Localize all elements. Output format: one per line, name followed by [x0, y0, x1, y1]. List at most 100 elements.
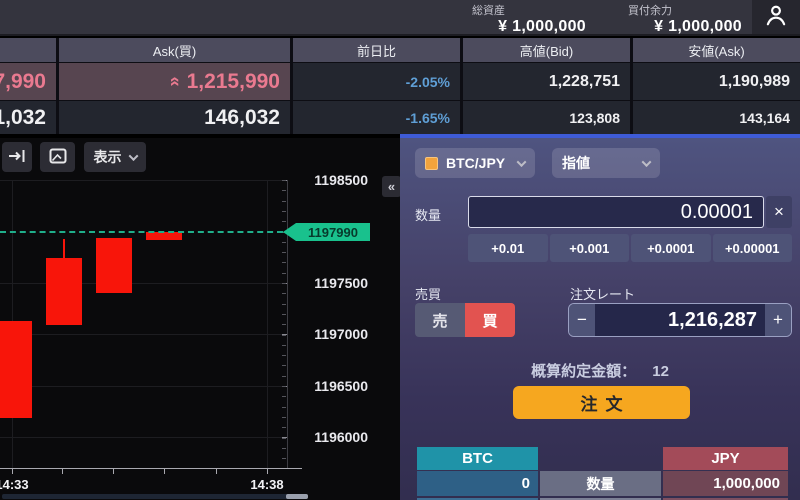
submit-order-button[interactable]: 注文: [513, 386, 690, 419]
account-stats: 総資産 ¥ 1,000,000 買付余力 ¥ 1,000,000: [458, 0, 742, 36]
pair-select[interactable]: BTC/JPY: [415, 148, 535, 178]
price-axis-minor-tick: [282, 180, 286, 181]
display-options-button[interactable]: 表示: [84, 142, 146, 172]
candle: [46, 258, 82, 325]
price-axis-minor-tick: [282, 272, 286, 274]
time-axis-tick: [12, 469, 13, 474]
clear-quantity-button[interactable]: ×: [766, 196, 792, 228]
quantity-label: 数量: [415, 208, 442, 223]
price-axis-minor-tick: [282, 416, 286, 418]
increment-button[interactable]: +0.00001: [712, 234, 792, 262]
btc-marker-icon: [425, 156, 438, 170]
buying-power: 買付余力 ¥ 1,000,000: [614, 0, 742, 36]
price-axis-minor-tick: [282, 365, 286, 367]
user-icon: [763, 2, 789, 33]
btc-balance-header: BTC: [417, 447, 538, 470]
increment-button[interactable]: +0.01: [468, 234, 548, 262]
next-row-strip: [540, 498, 661, 500]
price-axis-minor-tick: [282, 303, 286, 305]
v-gridline: [267, 180, 268, 468]
ticker-header-high: 高値(Bid): [463, 38, 630, 62]
price-axis-label: 1197000: [314, 326, 368, 343]
side-toggle: 売 買: [415, 303, 515, 337]
time-axis-tick: [267, 469, 268, 474]
image-icon: [49, 148, 67, 167]
total-assets: 総資産 ¥ 1,000,000: [458, 0, 586, 36]
price-axis-minor-tick: [282, 375, 286, 377]
ticker-row1-ask-value: 1,215,990: [186, 69, 280, 93]
side-label: 売買: [415, 287, 442, 302]
price-axis-minor-tick: [282, 334, 286, 336]
buy-button[interactable]: 買: [465, 303, 515, 337]
chart-scrollbar[interactable]: [2, 494, 308, 499]
price-axis-label: 1197500: [314, 274, 368, 291]
h-gridline: [0, 334, 283, 336]
chevron-down-icon: [641, 156, 652, 167]
increment-button[interactable]: +0.0001: [631, 234, 711, 262]
price-axis-minor-tick: [282, 386, 286, 387]
h-gridline: [0, 282, 283, 284]
price-axis-minor-tick: [282, 406, 286, 408]
time-axis-label: 14:38: [250, 477, 284, 492]
price-axis-minor-tick: [282, 210, 286, 212]
price-axis-minor-tick: [282, 293, 286, 295]
order-panel: BTC/JPY 指値 数量 × +0.01 +0.001 +0.0001 +0.…: [400, 134, 800, 500]
collapse-panel-button[interactable]: «: [382, 176, 401, 197]
quantity-increments: +0.01 +0.001 +0.0001 +0.00001: [468, 234, 792, 262]
total-assets-value: ¥ 1,000,000: [498, 18, 586, 35]
rate-plus-button[interactable]: +: [765, 304, 791, 336]
rate-value[interactable]: 1,216,287: [595, 304, 765, 336]
increment-button[interactable]: +0.001: [549, 234, 629, 262]
h-gridline: [0, 180, 283, 181]
candle-wick: [63, 239, 65, 259]
chevron-down-icon: [516, 156, 527, 167]
arrow-to-bar-icon: [8, 149, 26, 166]
ticker-header-ask: Ask(買): [59, 38, 290, 62]
ticker-row1-change[interactable]: -2.05%: [293, 63, 460, 100]
snapshot-button[interactable]: [40, 142, 75, 172]
price-axis-minor-tick: [282, 221, 286, 223]
price-axis-minor-tick: [282, 241, 286, 243]
next-row-strip: [663, 498, 788, 500]
order-type-select[interactable]: 指値: [552, 148, 660, 178]
rate-minus-button[interactable]: −: [569, 304, 595, 336]
ticker-row2-high[interactable]: 123,808: [463, 101, 630, 134]
estimate-value: 12: [652, 363, 669, 380]
price-axis-minor-tick: [282, 396, 286, 398]
price-axis-minor-tick: [282, 324, 286, 326]
current-price-line: [0, 231, 283, 234]
rate-stepper: − 1,216,287 +: [568, 303, 792, 337]
price-axis-minor-tick: [282, 458, 286, 460]
ticker-row1-high[interactable]: 1,228,751: [463, 63, 630, 100]
price-axis-label: 1198500: [314, 172, 368, 188]
dock-right-button[interactable]: [2, 142, 32, 172]
balance-qty-label: 数量: [540, 471, 661, 496]
user-menu-button[interactable]: [752, 0, 800, 34]
price-axis-minor-tick: [282, 283, 286, 284]
btc-balance-value: 0: [417, 471, 538, 496]
ticker-header-blank: [0, 38, 56, 62]
top-bar: 総資産 ¥ 1,000,000 買付余力 ¥ 1,000,000: [0, 0, 800, 36]
time-axis-tick: [164, 469, 165, 474]
next-row-strip: [417, 498, 538, 500]
sell-button[interactable]: 売: [415, 303, 465, 337]
jpy-balance-value: 1,000,000: [663, 471, 788, 496]
price-axis-label: 1196000: [314, 429, 368, 446]
price-axis-minor-tick: [282, 200, 286, 202]
price-axis-label: 1196500: [314, 377, 368, 394]
ticker-row2-bid-partial[interactable]: 1,032: [0, 101, 56, 134]
price-axis-minor-tick: [282, 447, 286, 449]
chart-scrollbar-handle[interactable]: [286, 494, 308, 499]
order-type-value: 指値: [562, 155, 590, 171]
ticker-row1-bid-partial[interactable]: 7,990: [0, 63, 56, 100]
quantity-input[interactable]: [468, 196, 764, 228]
ticker-row1-ask[interactable]: « 1,215,990: [59, 63, 290, 100]
ticker-row2-ask[interactable]: 146,032: [59, 101, 290, 134]
ticker-row2-change[interactable]: -1.65%: [293, 101, 460, 134]
chart-area[interactable]: 表示 1198500 1197500 1197000 1196500 1196000 11…: [0, 138, 401, 500]
ticker-row2-low[interactable]: 143,164: [633, 101, 800, 134]
time-axis-tick: [216, 469, 217, 474]
time-axis-label: 14:33: [0, 477, 29, 492]
ticker-row1-low[interactable]: 1,190,989: [633, 63, 800, 100]
